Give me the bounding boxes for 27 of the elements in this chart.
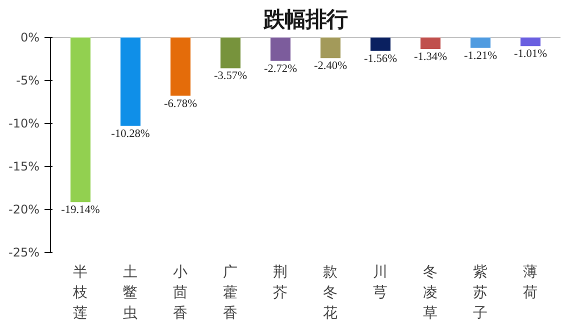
chart-title: 跌幅排行 (262, 8, 348, 32)
data-label: -1.21% (464, 50, 498, 62)
data-label: -10.28% (111, 128, 150, 140)
data-label: -6.78% (164, 98, 198, 110)
x-tick-label: 荆芥 (273, 264, 288, 301)
x-tick-label: 款冬花 (323, 264, 338, 322)
x-tick-label: 土鳖虫 (123, 264, 138, 322)
x-tick-label: 广藿香 (223, 264, 238, 322)
data-label: -3.57% (214, 70, 248, 82)
x-tick-label: 小茴香 (173, 264, 188, 322)
x-tick-label: 川芎 (373, 264, 388, 301)
x-tick-label: 冬凌草 (423, 264, 438, 322)
y-tick-label: -5% (16, 74, 40, 88)
y-tick-label: 0% (20, 30, 40, 44)
data-label: -2.40% (314, 60, 348, 72)
y-tick-label: -15% (8, 160, 40, 174)
y-tick-label: -25% (8, 246, 40, 260)
data-label: -1.56% (364, 52, 398, 65)
x-tick-label: 紫苏子 (473, 264, 488, 322)
y-tick-label: -10% (8, 116, 40, 130)
data-label: -1.34% (414, 51, 448, 64)
y-tick-label: -20% (8, 202, 40, 216)
x-tick-label: 薄荷 (523, 264, 538, 301)
x-tick-label: 半枝莲 (72, 264, 88, 322)
data-label: -2.72% (264, 62, 298, 75)
data-label: -1.01% (514, 48, 548, 60)
data-label: -19.14% (61, 204, 100, 216)
